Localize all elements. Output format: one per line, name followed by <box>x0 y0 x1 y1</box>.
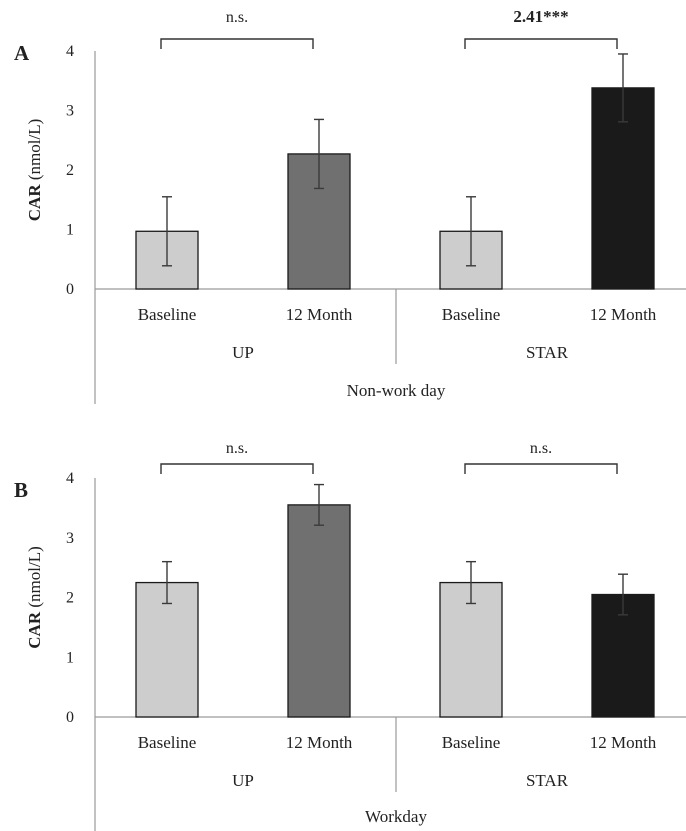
y-axis-label-bold: CAR <box>25 611 44 649</box>
group-label: UP <box>232 343 254 362</box>
y-tick-label: 3 <box>66 103 74 120</box>
y-tick-label: 2 <box>66 590 74 607</box>
chart-panel-a: A CAR (nmol/L) 0 1 2 3 4 Baseline 12 Month UP n.s.… <box>14 7 686 404</box>
significance-bracket <box>160 38 314 49</box>
bar <box>439 581 503 718</box>
y-tick-label: 4 <box>66 470 74 487</box>
significance-bracket <box>160 463 314 474</box>
panel-letter: A <box>14 41 30 65</box>
x-category-label: Baseline <box>442 305 501 324</box>
group-label: UP <box>232 771 254 790</box>
x-category-label: 12 Month <box>286 305 353 324</box>
y-axis-label-unit: (nmol/L) <box>25 119 44 185</box>
y-axis-label-bold: CAR <box>25 184 44 222</box>
significance-label: n.s. <box>226 440 248 457</box>
x-category-label: 12 Month <box>590 305 657 324</box>
y-tick-label: 4 <box>66 43 74 60</box>
x-category-label: Baseline <box>138 305 197 324</box>
panel-letter: B <box>14 478 28 502</box>
significance-bracket <box>464 38 618 49</box>
outer-group-label: Workday <box>365 807 427 826</box>
y-tick-label: 3 <box>66 530 74 547</box>
significance-label: n.s. <box>226 9 248 26</box>
y-axis-label: CAR (nmol/L) <box>25 546 44 648</box>
significance-label: 2.41*** <box>513 7 568 26</box>
significance-label: n.s. <box>530 440 552 457</box>
significance-bracket <box>464 463 618 474</box>
x-category-label: Baseline <box>442 733 501 752</box>
x-category-label: 12 Month <box>286 733 353 752</box>
group-label: STAR <box>526 343 569 362</box>
x-category-label: 12 Month <box>590 733 657 752</box>
y-tick-label: 0 <box>66 281 74 298</box>
outer-group-label: Non-work day <box>347 381 446 400</box>
bar <box>287 504 351 718</box>
y-tick-label: 1 <box>66 222 74 239</box>
y-axis-label: CAR (nmol/L) <box>25 119 44 221</box>
x-category-label: Baseline <box>138 733 197 752</box>
y-tick-label: 1 <box>66 649 74 666</box>
chart-panel-b: B CAR (nmol/L) 0 1 2 3 4 Baseline 12 Month UP n.s.… <box>14 440 686 831</box>
y-axis-label-unit: (nmol/L) <box>25 546 44 612</box>
bar <box>135 581 199 718</box>
y-tick-label: 2 <box>66 162 74 179</box>
group-label: STAR <box>526 771 569 790</box>
y-tick-label: 0 <box>66 709 74 726</box>
